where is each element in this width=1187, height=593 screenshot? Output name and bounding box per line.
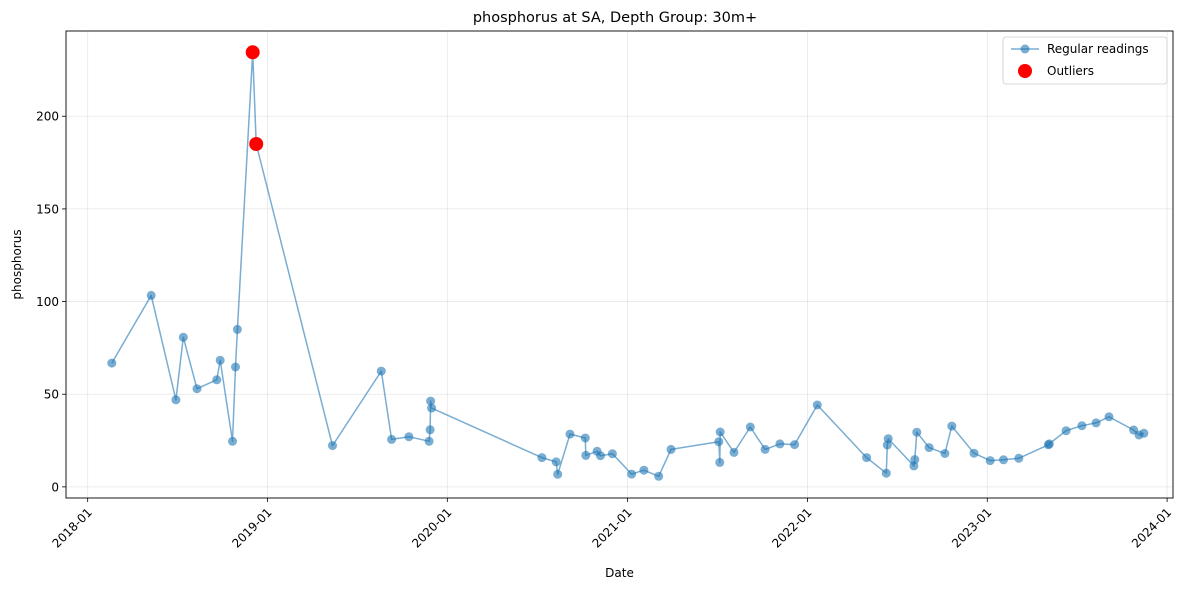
legend: Regular readings Outliers	[1002, 36, 1168, 85]
regular-reading-point	[666, 444, 676, 454]
regular-reading-point	[940, 449, 950, 458]
regular-reading-point	[387, 434, 397, 444]
regular-reading-point	[426, 396, 436, 406]
regular-reading-point	[999, 455, 1008, 465]
regular-reading-point	[639, 465, 649, 475]
legend-regular-label: Regular readings	[1047, 42, 1149, 56]
regular-reading-point	[654, 471, 664, 481]
regular-reading-point	[581, 450, 591, 460]
regular-reading-point	[912, 427, 922, 437]
x-axis-label: Date	[605, 566, 634, 580]
regular-reading-point	[107, 358, 117, 368]
regular-reading-point	[553, 469, 563, 479]
regular-reading-point	[212, 375, 222, 385]
regular-reading-point	[596, 451, 605, 461]
regular-reading-point	[565, 429, 575, 439]
regular-reading-point	[607, 449, 617, 459]
legend-regular-marker	[1020, 44, 1030, 54]
regular-reading-point	[328, 441, 337, 451]
y-axis-label: phosphorus	[10, 229, 24, 299]
regular-reading-point	[760, 444, 770, 454]
y-axis: 0 50 100 150 200	[36, 110, 66, 494]
chart-title: phosphorus at SA, Depth Group: 30m+	[473, 10, 757, 26]
regular-reading-point	[551, 457, 561, 467]
regular-reading-point	[178, 332, 188, 342]
axes-frame	[65, 30, 1174, 499]
y-tick-label: 150	[36, 202, 59, 216]
regular-reading-point	[924, 443, 934, 453]
regular-reading-point	[985, 456, 995, 466]
regular-reading-point	[729, 447, 739, 457]
legend-outlier-marker	[1018, 64, 1032, 78]
regular-reading-point	[745, 422, 755, 432]
outlier-point	[245, 45, 260, 60]
regular-reading-point	[1044, 439, 1054, 449]
regular-reading-point	[714, 437, 724, 447]
regular-reading-point	[883, 434, 893, 444]
regular-reading-point	[910, 455, 920, 465]
regular-reading-point	[580, 433, 590, 443]
regular-reading-point	[969, 448, 979, 458]
regular-reading-point	[790, 440, 800, 450]
legend-box	[1002, 36, 1168, 85]
regular-reading-point	[215, 355, 225, 365]
regular-reading-point	[404, 432, 414, 442]
regular-reading-point	[171, 395, 181, 405]
regular-reading-point	[715, 457, 725, 467]
regular-reading-point	[228, 436, 237, 446]
regular-reading-point	[715, 427, 725, 437]
regular-reading-point	[1077, 421, 1087, 431]
regular-reading-point	[881, 468, 891, 478]
regular-reading-point	[424, 436, 434, 446]
regular-reading-point	[1104, 412, 1114, 422]
regular-reading-point	[1091, 418, 1101, 428]
y-tick-label: 200	[36, 110, 59, 124]
regular-reading-point	[146, 290, 156, 300]
outlier-point	[249, 137, 264, 151]
grid	[66, 31, 1173, 498]
plot-area	[107, 45, 1149, 481]
regular-reading-point	[537, 453, 547, 463]
regular-reading-point	[427, 403, 437, 413]
y-tick-label: 100	[36, 295, 59, 309]
regular-reading-point	[862, 453, 872, 463]
regular-reading-point	[192, 384, 202, 394]
legend-outlier-label: Outliers	[1047, 64, 1094, 78]
regular-reading-point	[947, 421, 957, 431]
regular-reading-point	[627, 469, 637, 479]
regular-reading-point	[775, 439, 785, 449]
regular-reading-point	[1014, 453, 1024, 463]
y-tick-label: 50	[44, 388, 59, 402]
regular-reading-point	[425, 425, 435, 435]
regular-reading-point	[231, 362, 240, 372]
regular-reading-point	[812, 400, 822, 410]
y-tick-label: 0	[51, 480, 59, 494]
regular-reading-point	[1139, 428, 1149, 438]
regular-reading-point	[232, 324, 242, 334]
regular-reading-point	[1061, 426, 1071, 436]
regular-reading-point	[376, 366, 386, 376]
